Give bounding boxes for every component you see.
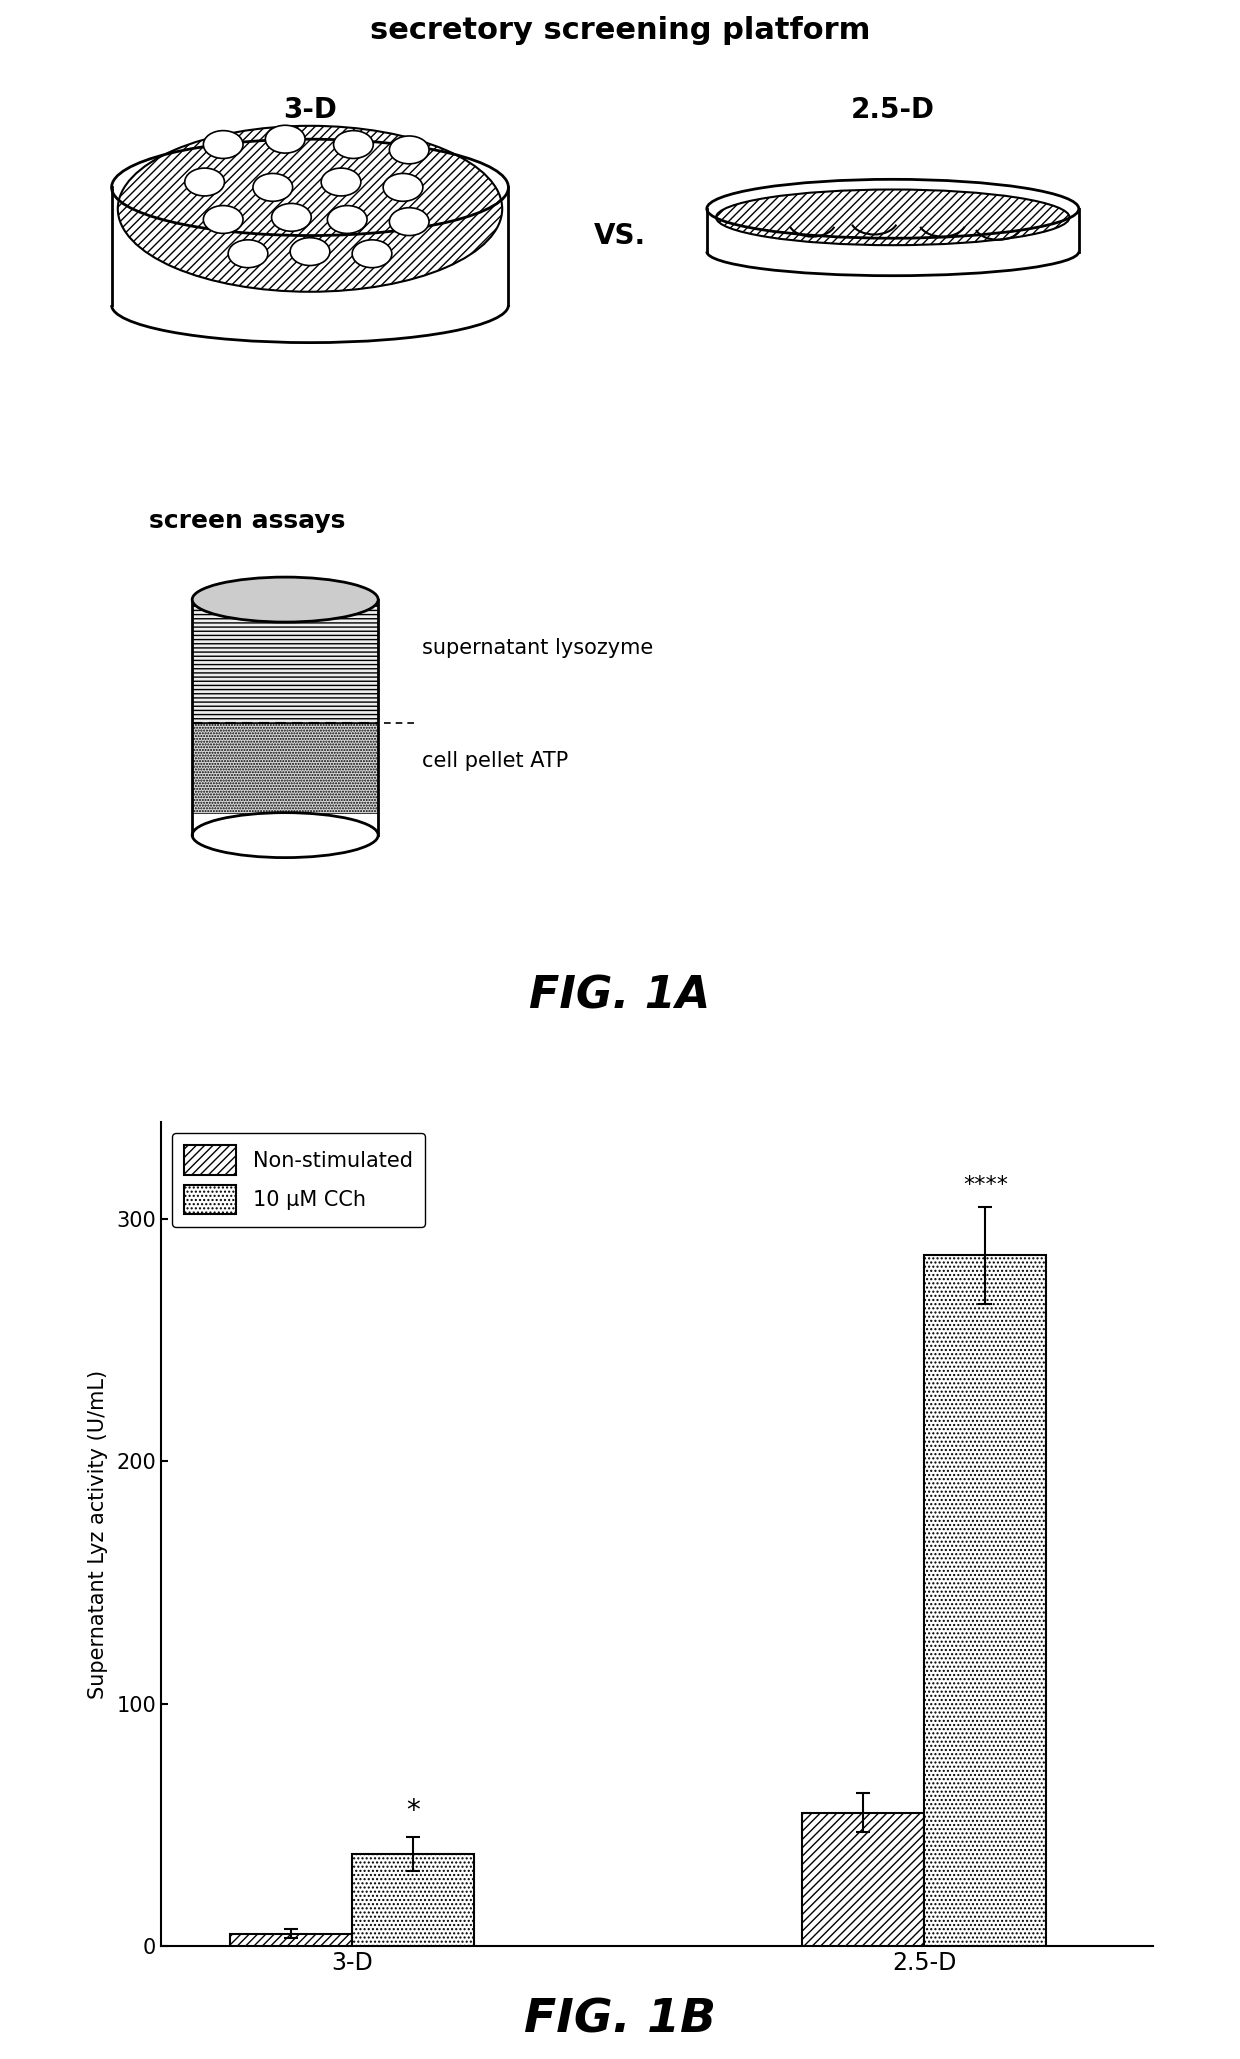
Bar bbox=[352, 1853, 474, 1946]
Ellipse shape bbox=[327, 206, 367, 233]
Bar bbox=[192, 605, 378, 723]
Ellipse shape bbox=[272, 204, 311, 231]
Text: screen assays: screen assays bbox=[149, 509, 345, 533]
Bar bbox=[229, 1933, 352, 1946]
Ellipse shape bbox=[203, 206, 243, 233]
Ellipse shape bbox=[192, 577, 378, 622]
Bar bbox=[802, 1812, 924, 1946]
Ellipse shape bbox=[253, 173, 293, 202]
Bar bbox=[192, 723, 378, 813]
Text: ****: **** bbox=[962, 1176, 1008, 1194]
Ellipse shape bbox=[389, 208, 429, 235]
Text: FIG. 1B: FIG. 1B bbox=[525, 1997, 715, 2043]
Ellipse shape bbox=[321, 169, 361, 196]
Text: supernatant lysozyme: supernatant lysozyme bbox=[422, 638, 652, 659]
Ellipse shape bbox=[717, 189, 1069, 245]
Text: VS.: VS. bbox=[594, 222, 646, 249]
Ellipse shape bbox=[383, 173, 423, 202]
Bar bbox=[192, 605, 378, 723]
Bar bbox=[924, 1256, 1047, 1946]
Text: secretory screening platform: secretory screening platform bbox=[370, 16, 870, 45]
Ellipse shape bbox=[228, 239, 268, 268]
Ellipse shape bbox=[192, 813, 378, 859]
Ellipse shape bbox=[334, 130, 373, 159]
Ellipse shape bbox=[265, 126, 305, 152]
Bar bbox=[192, 723, 378, 813]
Text: *: * bbox=[407, 1798, 420, 1824]
Ellipse shape bbox=[185, 169, 224, 196]
Ellipse shape bbox=[203, 130, 243, 159]
Text: cell pellet ATP: cell pellet ATP bbox=[422, 752, 568, 770]
Ellipse shape bbox=[389, 136, 429, 165]
Text: 2.5-D: 2.5-D bbox=[851, 97, 935, 124]
Ellipse shape bbox=[118, 126, 502, 292]
Ellipse shape bbox=[290, 237, 330, 266]
Legend: Non-stimulated, 10 μM CCh: Non-stimulated, 10 μM CCh bbox=[171, 1132, 425, 1227]
Text: 3-D: 3-D bbox=[283, 97, 337, 124]
Text: FIG. 1A: FIG. 1A bbox=[529, 974, 711, 1017]
Ellipse shape bbox=[352, 239, 392, 268]
Y-axis label: Supernatant Lyz activity (U/mL): Supernatant Lyz activity (U/mL) bbox=[88, 1369, 108, 1699]
